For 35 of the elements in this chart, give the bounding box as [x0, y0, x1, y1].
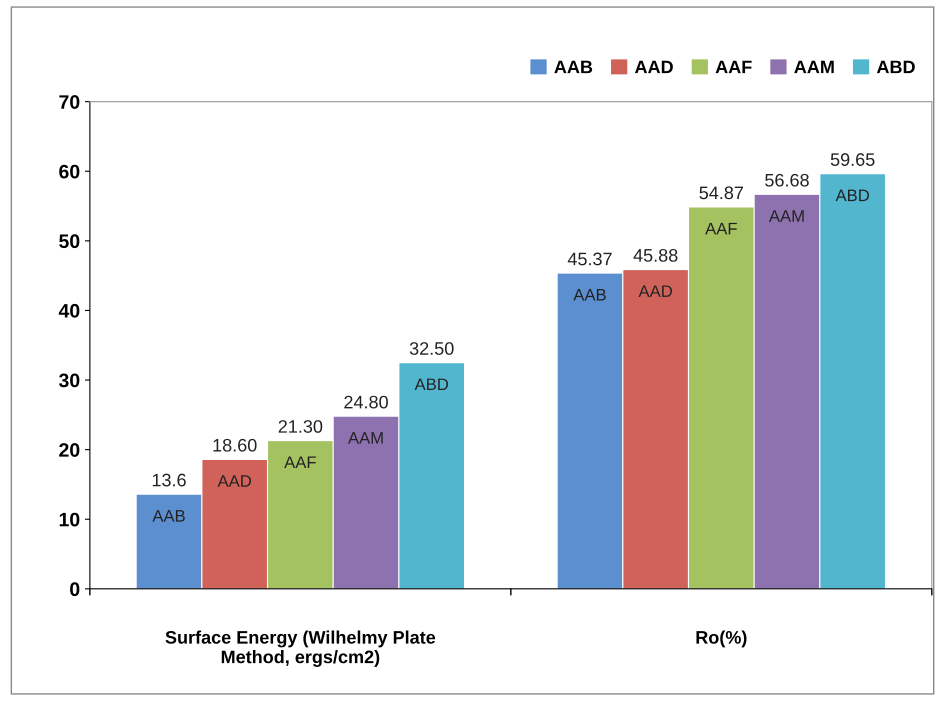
y-tick-label: 30: [58, 374, 80, 388]
y-tick-label: 10: [60, 512, 80, 526]
data-label: 54.87: [699, 186, 744, 200]
text: AAD: [218, 475, 252, 487]
y-tick-label: 0: [70, 582, 80, 596]
y-tick-label: 40: [58, 304, 80, 318]
text: ABD: [414, 378, 448, 390]
text: AAF: [705, 222, 737, 234]
y-tick-label: 20: [59, 443, 80, 457]
data-label: 24.80: [344, 396, 388, 408]
data-label: 59.65: [830, 153, 875, 166]
y-tick-label: 70: [59, 95, 80, 109]
legend-label: AAF: [716, 60, 752, 74]
text: AAM: [768, 210, 804, 222]
data-label: 32.50: [410, 342, 454, 355]
text: AAM: [348, 432, 383, 444]
legend-label: AAB: [554, 60, 592, 74]
data-label: 21.30: [278, 420, 322, 433]
x-tick-label: Ro(%): [696, 630, 746, 648]
legend-label: AAM: [794, 60, 834, 74]
x-tick-label: Surface Energy (Wilhelmy Plate Method, ergs/cm2): [166, 630, 436, 667]
y-tick-label: 60: [59, 164, 80, 178]
text: AAB: [573, 288, 606, 300]
text: ABD: [836, 190, 870, 202]
data-label: 56.68: [765, 174, 809, 187]
data-label: 45.37: [568, 252, 612, 266]
y-tick-label: 50: [59, 234, 80, 248]
text: AAB: [152, 510, 185, 522]
text: AAF: [284, 456, 316, 468]
data-label: 13.6: [152, 474, 186, 486]
data-label: 45.88: [633, 248, 678, 262]
legend-label: ABD: [876, 60, 915, 74]
text: AAD: [638, 285, 672, 297]
data-label: 18.60: [213, 438, 257, 452]
legend-label: AAD: [634, 60, 673, 74]
